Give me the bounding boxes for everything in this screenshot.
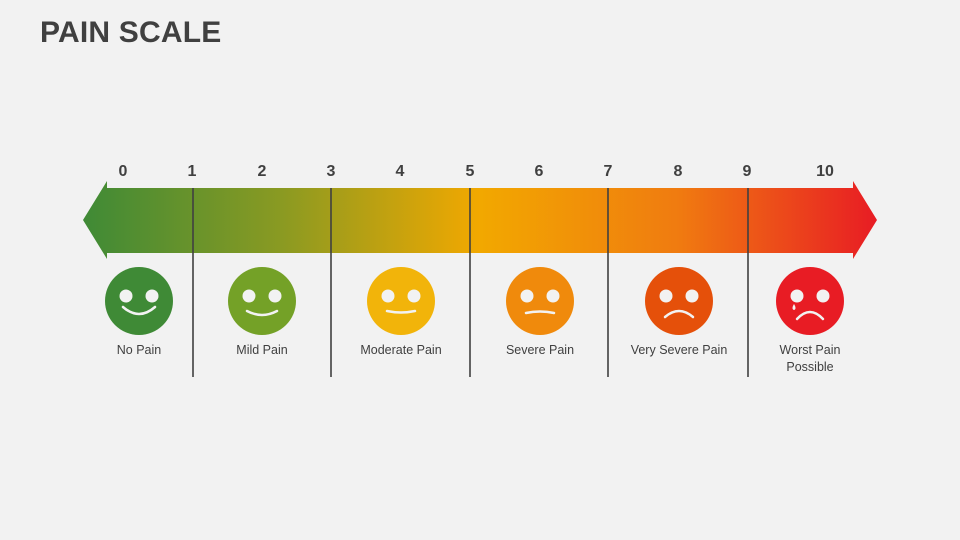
scale-number: 9	[743, 163, 752, 180]
scale-number: 3	[327, 163, 336, 180]
pain-level-label: Very Severe Pain	[630, 343, 728, 357]
face-icon-crying-frown	[776, 267, 844, 335]
scale-number: 5	[466, 163, 475, 180]
scale-number: 8	[674, 163, 683, 180]
double-arrow-bar	[83, 181, 877, 259]
face-icon-frown	[645, 267, 713, 335]
face-icon-smile	[228, 267, 296, 335]
face-icon-neutral	[367, 267, 435, 335]
face-icon-big-smile	[105, 267, 173, 335]
scale-number: 10	[816, 163, 834, 180]
page-title: PAIN SCALE	[40, 16, 222, 49]
pain-level-label: No Pain	[116, 343, 162, 357]
pain-level-label: Moderate Pain	[360, 343, 442, 357]
pain-level-label: Severe Pain	[505, 343, 575, 357]
scale-number: 1	[188, 163, 197, 180]
tear-icon	[792, 304, 796, 310]
scale-number: 6	[535, 163, 544, 180]
pain-level-label: Mild Pain	[236, 343, 288, 357]
face-icon-slight-frown	[506, 267, 574, 335]
scale-number: 4	[396, 163, 405, 180]
scale-number: 2	[258, 163, 267, 180]
scale-number: 0	[119, 163, 128, 180]
scale-number: 7	[604, 163, 613, 180]
pain-level-label: Worst Pain Possible	[779, 343, 841, 374]
